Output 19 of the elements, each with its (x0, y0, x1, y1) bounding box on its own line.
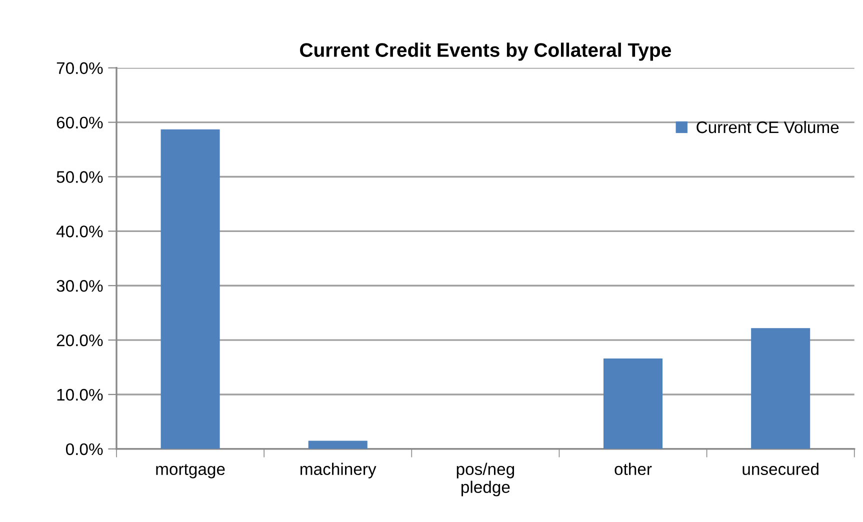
y-tick-label: 50.0% (56, 171, 103, 183)
bar (160, 129, 220, 449)
y-tick-label: 60.0% (56, 116, 103, 128)
chart-title: Current Credit Events by Collateral Type (300, 42, 671, 61)
y-tick-label: 40.0% (56, 226, 103, 238)
y-tick-label: 20.0% (56, 334, 103, 346)
x-tick-label: unsecured (742, 462, 818, 476)
x-tick-label: pos/neg pledge (456, 462, 514, 496)
y-tick-label: 70.0% (56, 62, 103, 74)
y-tick-label: 0.0% (66, 443, 103, 456)
bar (603, 358, 663, 449)
x-tick-label: other (614, 462, 652, 476)
x-tick-label: mortgage (156, 464, 225, 478)
legend-label: Current CE Volume (696, 120, 839, 134)
bar (308, 440, 368, 449)
x-tick-label: machinery (300, 462, 376, 478)
y-tick-label: 30.0% (56, 280, 103, 292)
y-tick-label: 10.0% (57, 388, 103, 401)
bar (751, 328, 810, 449)
